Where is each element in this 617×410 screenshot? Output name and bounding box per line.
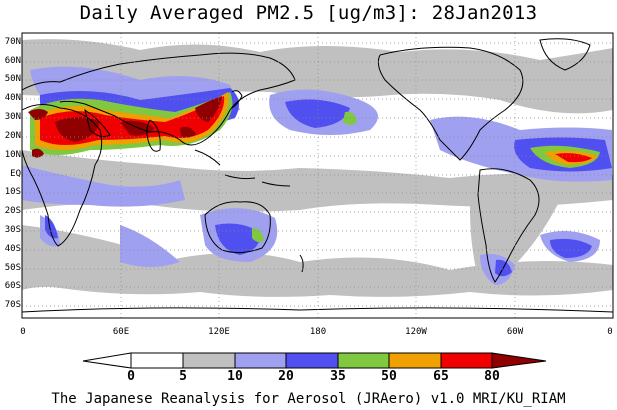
plot-frame <box>21 32 614 319</box>
lat-label: 10S <box>4 187 21 197</box>
map-plot-area <box>21 32 614 319</box>
lon-label: 120E <box>208 327 230 337</box>
lat-label: 70S <box>4 300 21 310</box>
lat-label: 40S <box>4 244 21 254</box>
colorbar-arrow-low <box>82 352 132 369</box>
colorbar-swatch-2 <box>234 352 287 369</box>
lat-label: 20N <box>4 131 21 141</box>
lat-label: 60S <box>4 281 21 291</box>
colorbar-label: 65 <box>433 369 449 384</box>
colorbar-label: 80 <box>484 369 500 384</box>
colorbar-swatch-1 <box>182 352 236 369</box>
credit-line: The Japanese Reanalysis for Aerosol (JRA… <box>51 391 566 407</box>
colorbar-swatch-5 <box>388 352 442 369</box>
lat-label: 30N <box>4 112 21 122</box>
lon-label: 60W <box>506 327 524 337</box>
colorbar-swatch-4 <box>337 352 390 369</box>
colorbar-swatch-3 <box>285 352 339 369</box>
lat-label: 40N <box>4 93 21 103</box>
coastlines <box>21 38 614 313</box>
lon-label: 120W <box>405 327 427 337</box>
colorbar-label: 50 <box>381 369 397 384</box>
map-title: Daily Averaged PM2.5 [ug/m3]: 28Jan2013 <box>79 2 538 24</box>
lat-label: 50S <box>4 263 21 273</box>
colorbar-label: 10 <box>227 369 243 384</box>
lat-label: 20S <box>4 206 21 216</box>
lat-label: 70N <box>4 37 21 47</box>
lat-label: EQ <box>10 169 21 179</box>
graticule <box>22 33 613 318</box>
colorbar-swatch-0 <box>130 352 184 369</box>
lat-label: 50N <box>4 74 21 84</box>
lat-label: 60N <box>4 56 21 66</box>
colorbar-swatch-6 <box>440 352 493 369</box>
colorbar-label: 35 <box>330 369 346 384</box>
lon-label: 180 <box>309 327 327 337</box>
colorbar-label: 5 <box>179 369 187 384</box>
lat-label: 10N <box>4 150 21 160</box>
colorbar-label: 20 <box>278 369 294 384</box>
colorbar-arrow-high <box>491 352 547 369</box>
colorbar-label: 0 <box>127 369 135 384</box>
lon-label: 60E <box>112 327 130 337</box>
lon-label: 0 <box>607 327 613 337</box>
lon-label: 0 <box>20 327 26 337</box>
colorbar <box>82 352 547 369</box>
lat-label: 30S <box>4 225 21 235</box>
